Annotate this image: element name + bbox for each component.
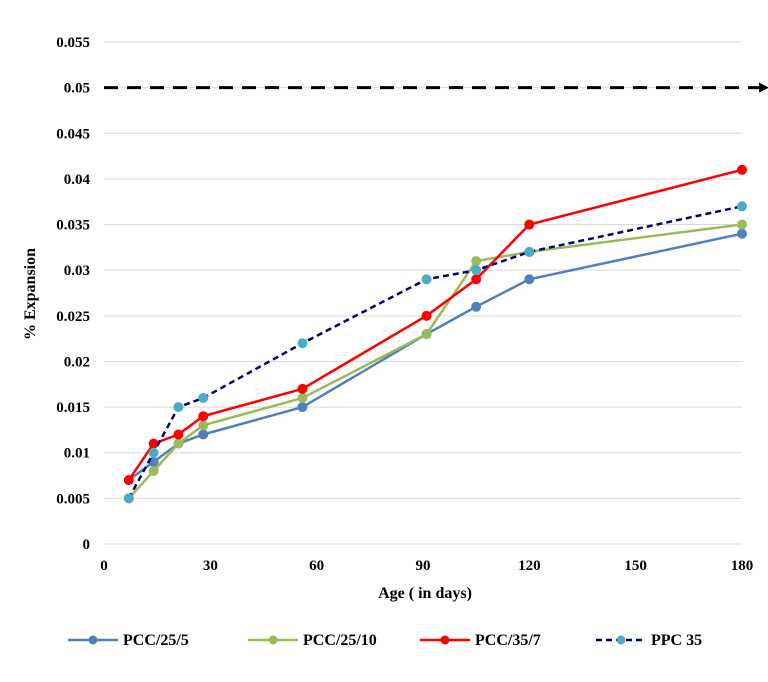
data-point (297, 392, 308, 403)
data-point (173, 402, 184, 413)
x-tick-label: 120 (518, 558, 541, 574)
data-point (421, 274, 432, 285)
y-tick-label: 0.01 (64, 446, 90, 462)
series-group (123, 164, 747, 504)
y-tick-label: 0.015 (56, 400, 90, 416)
series-line (127, 168, 743, 481)
legend-swatch-marker (88, 635, 98, 645)
x-tick-label: 30 (203, 558, 218, 574)
data-point (148, 465, 159, 476)
data-point (524, 246, 535, 257)
legend-label: PCC/25/5 (123, 632, 189, 649)
data-point (524, 274, 535, 285)
data-point (737, 164, 747, 175)
y-tick-label: 0.02 (64, 354, 90, 370)
data-point (737, 228, 747, 239)
legend: PCC/25/5 PCC/25/10 PCC/35/7 PPC 35 (68, 632, 702, 649)
x-tick-label: 0 (100, 558, 108, 574)
data-point (198, 392, 209, 403)
y-tick-label: 0.005 (56, 491, 90, 507)
x-tick-label: 180 (731, 558, 754, 574)
data-point (297, 338, 308, 349)
data-point (297, 383, 308, 394)
legend-label: PPC 35 (651, 632, 702, 649)
y-tick-label: 0.03 (64, 263, 90, 279)
legend-item: PCC/25/10 (248, 632, 377, 649)
legend-item: PPC 35 (596, 632, 702, 649)
series-4 (123, 201, 747, 504)
data-point (123, 493, 134, 504)
y-tick-label: 0 (83, 537, 91, 553)
data-point (524, 219, 535, 230)
legend-item: PCC/25/5 (68, 632, 189, 649)
legend-swatch-marker (616, 635, 626, 645)
series-3 (123, 164, 747, 486)
legend-label: PCC/35/7 (475, 632, 541, 649)
y-tick-label: 0.035 (56, 218, 90, 234)
y-tick-label: 0.045 (56, 126, 90, 142)
y-axis-title: % Expansion (22, 248, 39, 340)
data-point (471, 301, 482, 312)
data-point (173, 429, 184, 440)
x-tick-label: 90 (416, 558, 431, 574)
y-tick-label: 0.04 (64, 172, 91, 188)
x-tick-labels: 0 30 60 90 120 150 180 (100, 558, 753, 574)
series-1 (123, 228, 747, 486)
data-point (173, 438, 184, 449)
y-tick-label: 0.05 (64, 81, 90, 97)
data-point (198, 411, 209, 422)
data-point (297, 402, 308, 413)
data-point (737, 201, 747, 212)
legend-swatch-marker (268, 635, 278, 645)
y-tick-labels: 0 0.005 0.01 0.015 0.02 0.025 0.03 0.035 0.04 0.0… (56, 35, 90, 553)
y-tick-label: 0.055 (56, 35, 90, 51)
data-point (421, 310, 432, 321)
legend-label: PCC/25/10 (303, 632, 377, 649)
data-point (471, 256, 482, 267)
gridlines (104, 41, 742, 499)
x-tick-label: 60 (309, 558, 324, 574)
data-point (471, 274, 482, 285)
y-tick-label: 0.025 (56, 309, 90, 325)
data-point (148, 447, 159, 458)
data-point (471, 265, 482, 276)
data-point (148, 438, 159, 449)
data-point (198, 429, 209, 440)
series-line (127, 205, 743, 499)
data-point (421, 329, 432, 340)
data-point (198, 420, 209, 431)
legend-swatch-marker (440, 635, 450, 645)
data-point (737, 219, 747, 230)
x-tick-label: 150 (624, 558, 647, 574)
legend-item: PCC/35/7 (420, 632, 541, 649)
x-axis-title: Age ( in days) (378, 585, 472, 602)
data-point (123, 475, 134, 486)
